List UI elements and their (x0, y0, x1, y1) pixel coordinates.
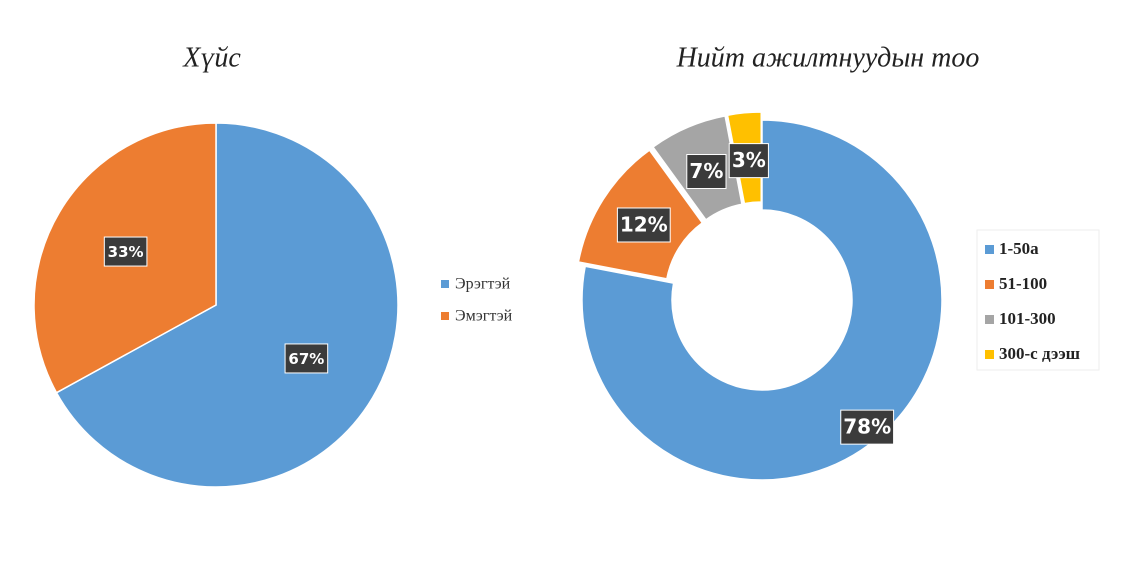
legend-swatch (441, 312, 449, 320)
legend-label: 1-50а (999, 239, 1039, 258)
legend-label: 101-300 (999, 309, 1056, 328)
data-label: 67% (288, 350, 324, 368)
legend-swatch (985, 315, 994, 324)
slice (581, 119, 943, 481)
data-label: 7% (689, 159, 723, 183)
legend-swatch (441, 280, 449, 288)
data-label-box (616, 207, 671, 243)
legend-swatch (985, 280, 994, 289)
data-label: 33% (108, 243, 144, 261)
legend-box (976, 229, 1100, 371)
legend-swatch (985, 350, 994, 359)
data-label-box (686, 154, 727, 190)
slice (55, 122, 399, 488)
data-label-box (840, 409, 895, 445)
data-label: 78% (843, 415, 891, 439)
data-label: 12% (620, 212, 668, 236)
legend-label: 51-100 (999, 274, 1047, 293)
legend-label: Эмэгтэй (455, 308, 513, 325)
legend-label: Эрэгтэй (455, 276, 511, 293)
legend-swatch (985, 245, 994, 254)
data-label: 3% (732, 148, 766, 172)
chart-title: Нийт ажилтнуудын тоо (676, 42, 980, 73)
data-label-box (103, 236, 148, 267)
chart-title: Хүйс (182, 42, 241, 73)
legend-label: 300-с дээш (999, 344, 1080, 363)
data-label-box (728, 143, 769, 179)
data-label-box (284, 343, 329, 374)
